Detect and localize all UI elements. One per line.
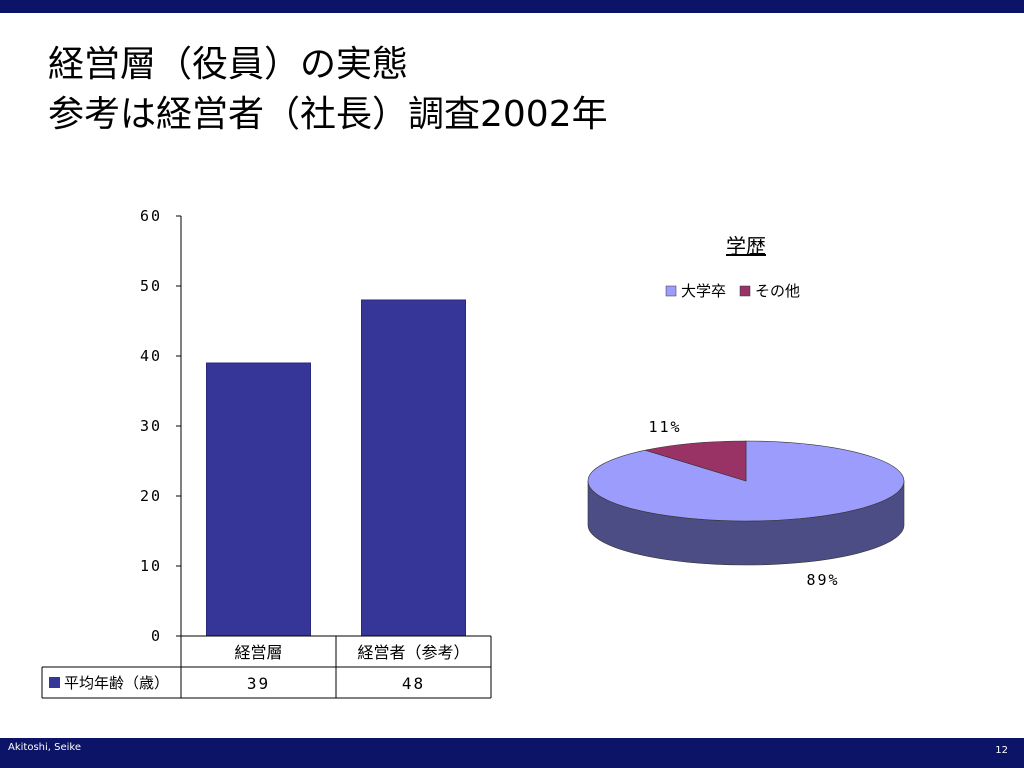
pie-data-label: 89% [806, 571, 839, 589]
slide-title: 経営層（役員）の実態 参考は経営者（社長）調査2002年 [48, 40, 608, 140]
slide-footer-bar [0, 738, 1024, 768]
bar-y-tick-label: 40 [140, 347, 162, 365]
pie-legend: 大学卒 その他 [665, 282, 800, 300]
table-value: 39 [247, 674, 270, 693]
bar-category-label: 経営者（参考） [357, 643, 469, 662]
bar-y-tick-label: 20 [140, 487, 162, 505]
bar-y-tick-label: 60 [140, 207, 162, 225]
pie-title: 学歴 [726, 234, 766, 258]
pie-data-label: 11% [648, 418, 681, 436]
table-value: 48 [402, 674, 425, 693]
title-line-2: 参考は経営者（社長）調査2002年 [48, 94, 608, 135]
bar-y-tick-label: 30 [140, 417, 162, 435]
page-number: 12 [995, 745, 1008, 756]
bar-category-label: 経営層 [234, 643, 282, 662]
bar-y-tick-label: 50 [140, 277, 162, 295]
pie-legend-key [665, 285, 677, 297]
bar-y-tick-label: 10 [140, 557, 162, 575]
bar [361, 299, 466, 637]
pie-chart: 学歴 大学卒 その他 89% 11% [587, 234, 905, 589]
bar-y-tick-label: 0 [151, 627, 162, 645]
pie-legend-label: 大学卒 [681, 282, 726, 300]
bar-chart: 0 10 20 30 40 50 60 経営層 経営者（参考） 平均年齢（歳） 39 48 [41, 207, 492, 699]
footer-author: Akitoshi, Seike [8, 742, 81, 753]
table-legend-key [49, 677, 60, 688]
title-line-1: 経営層（役員）の実態 [48, 44, 409, 85]
slide-top-bar [0, 0, 1024, 13]
pie-slice [645, 440, 747, 482]
bar [206, 362, 311, 637]
pie-legend-key [739, 285, 751, 297]
pie-legend-label: その他 [755, 282, 800, 300]
table-row-label: 平均年齢（歳） [64, 674, 169, 692]
